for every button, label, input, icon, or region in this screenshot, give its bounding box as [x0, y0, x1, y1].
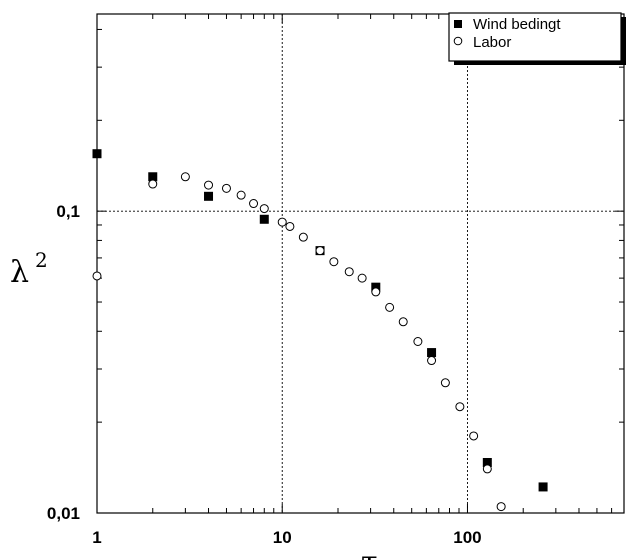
- point-labor: [329, 257, 339, 267]
- legend-label-labor: Labor: [473, 34, 511, 51]
- point-wind-bedingt: [92, 149, 102, 159]
- point-labor: [357, 273, 367, 283]
- point-labor: [180, 172, 190, 182]
- point-labor: [398, 317, 408, 327]
- legend-marker-wind-bedingt: [454, 20, 462, 28]
- legend-marker-labor: [453, 36, 463, 46]
- point-wind-bedingt: [204, 191, 214, 201]
- point-labor: [455, 402, 465, 412]
- point-labor: [259, 204, 269, 214]
- point-labor: [440, 378, 450, 388]
- legend-box: [448, 12, 622, 62]
- plot-frame: [96, 13, 625, 514]
- point-labor: [236, 190, 246, 200]
- point-labor: [482, 464, 492, 474]
- point-labor: [221, 183, 231, 193]
- point-labor: [315, 246, 325, 256]
- point-labor: [298, 232, 308, 242]
- point-labor: [204, 180, 214, 190]
- point-labor: [413, 336, 423, 346]
- point-wind-bedingt: [427, 348, 437, 358]
- point-labor: [148, 179, 158, 189]
- point-labor: [344, 267, 354, 277]
- point-wind-bedingt: [371, 282, 381, 292]
- point-labor: [92, 271, 102, 281]
- tick-labels: 1 10 100 0,01 0,1: [47, 202, 482, 547]
- data-points: [92, 149, 548, 512]
- point-labor: [496, 502, 506, 512]
- point-labor: [249, 199, 259, 209]
- point-wind-bedingt: [482, 457, 492, 467]
- y-tick-label: 0,1: [56, 202, 80, 221]
- point-labor: [285, 221, 295, 231]
- x-tick-label: 10: [273, 528, 292, 547]
- point-wind-bedingt: [259, 214, 269, 224]
- reference-lines: [97, 14, 624, 513]
- point-labor: [469, 431, 479, 441]
- legend-label-wind-bedingt: Wind bedingt: [473, 16, 561, 33]
- point-labor: [277, 217, 287, 227]
- point-wind-bedingt: [538, 482, 548, 492]
- x-tick-label: 1: [92, 528, 101, 547]
- legend: Wind bedingt Labor: [448, 12, 626, 65]
- point-labor: [385, 302, 395, 312]
- y-tick-label: 0,01: [47, 504, 80, 523]
- y-axis-label: λ 2: [10, 248, 48, 290]
- point-labor: [427, 356, 437, 366]
- x-tick-label: 100: [453, 528, 481, 547]
- x-axis-label: τ: [361, 545, 378, 560]
- y-axis-label-superscript: 2: [35, 248, 48, 272]
- point-wind-bedingt: [148, 172, 158, 182]
- point-labor: [371, 287, 381, 297]
- y-axis-label-symbol: λ: [10, 255, 29, 290]
